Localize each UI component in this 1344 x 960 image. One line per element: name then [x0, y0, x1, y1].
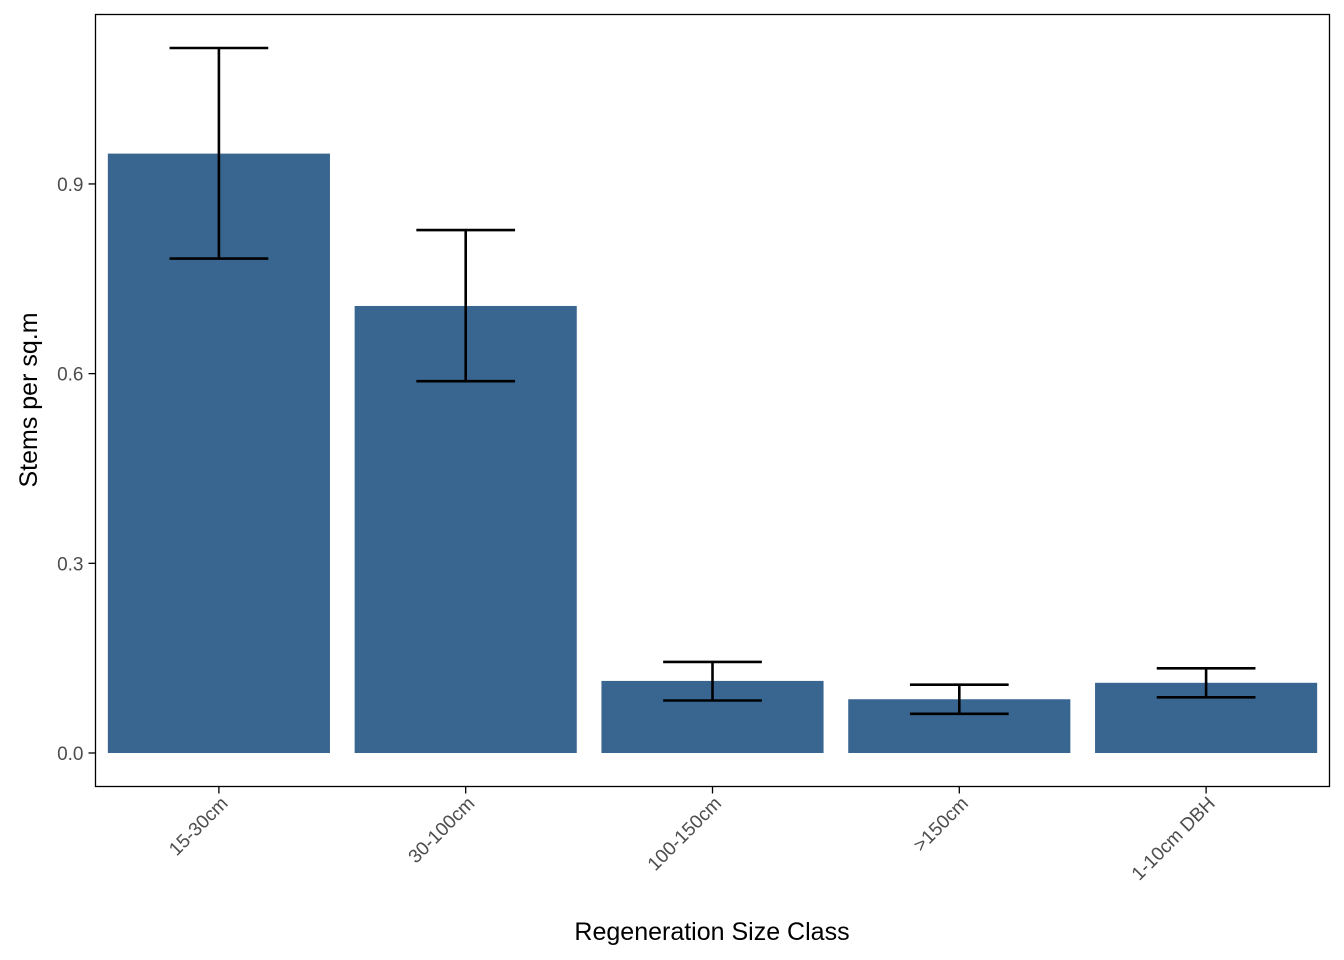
x-tick-label-4: 1-10cm DBH	[1128, 793, 1220, 885]
x-axis: 15-30cm 30-100cm 100-150cm >150cm 1-10cm DBH	[165, 786, 1220, 885]
errorbars-group	[169, 46, 1256, 716]
x-tick-label-2: 100-150cm	[644, 793, 726, 875]
error-bar-0	[169, 46, 269, 260]
y-tick-label-0: 0.0	[57, 744, 83, 765]
x-tick-label-3: >150cm	[910, 793, 973, 856]
y-tick-label-1: 0.3	[57, 554, 83, 575]
error-bar-1	[416, 228, 516, 383]
x-axis-title: Regeneration Size Class	[574, 918, 849, 946]
x-tick-label-0: 15-30cm	[165, 793, 232, 860]
y-axis: 0.0 0.3 0.6 0.9	[57, 175, 96, 765]
y-tick-label-2: 0.6	[57, 365, 83, 386]
error-bar-4	[1156, 666, 1256, 699]
y-axis-title: Stems per sq.m	[15, 312, 43, 487]
error-bar-2	[663, 660, 762, 702]
error-bar-3	[909, 683, 1009, 716]
x-tick-label-1: 30-100cm	[405, 793, 480, 868]
y-tick-label-3: 0.9	[57, 175, 83, 196]
